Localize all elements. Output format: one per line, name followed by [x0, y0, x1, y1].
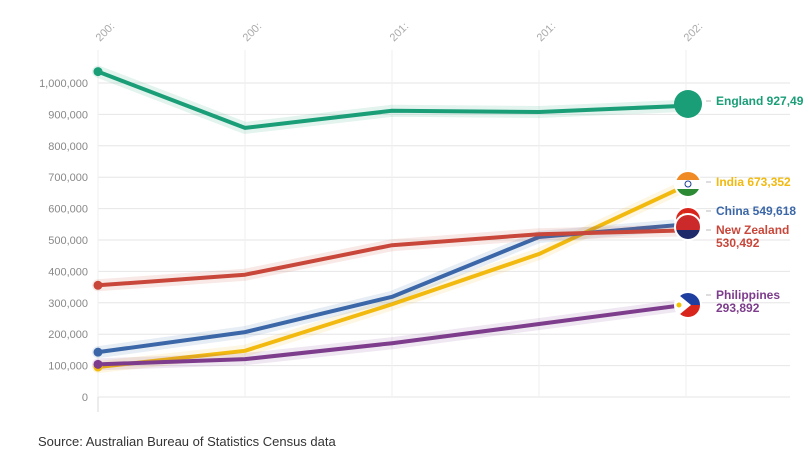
- end-label-england: England 927,49: [716, 94, 804, 108]
- series-lines: [92, 65, 692, 374]
- source-note: Source: Australian Bureau of Statistics …: [38, 434, 336, 449]
- philippines-flag-icon: [674, 291, 702, 319]
- y-tick-label: 500,000: [48, 235, 88, 247]
- data-point: [93, 280, 103, 290]
- end-label-india: India 673,352: [716, 175, 791, 189]
- series-points: [93, 67, 103, 372]
- end-label-new-zealand-line: New Zealand: [716, 223, 789, 237]
- end-label-new-zealand-line: 530,492: [716, 236, 760, 250]
- y-tick-label: 800,000: [48, 141, 88, 153]
- x-tick-label: 201:: [388, 20, 412, 44]
- x-tick-label: 201:: [535, 20, 559, 44]
- data-point: [93, 347, 103, 357]
- y-tick-label: 1,000,000: [39, 78, 88, 90]
- line-chart: 0 100,000 200,000 300,000 400,000 500,000 600,…: [39, 20, 804, 412]
- x-tick-label: 200:: [241, 20, 265, 44]
- end-label-china: China 549,618: [716, 204, 796, 218]
- end-label-philippines-line: Philippines: [716, 288, 780, 302]
- y-tick-label: 700,000: [48, 172, 88, 184]
- series-flags: ★: [674, 90, 702, 319]
- end-marker: [674, 90, 702, 118]
- x-tick-label: 202:: [682, 20, 706, 44]
- england-marker: [674, 90, 702, 118]
- india-flag-icon: [674, 170, 702, 198]
- series-line-new-zealand: [96, 228, 688, 288]
- data-point: [93, 359, 103, 369]
- y-tick-label: 300,000: [48, 298, 88, 310]
- x-tick-label: 200:: [94, 20, 118, 44]
- y-tick-label: 100,000: [48, 361, 88, 373]
- end-label-philippines-line: 293,892: [716, 301, 760, 315]
- y-axis-ticks: 0 100,000 200,000 300,000 400,000 500,000 600,…: [39, 78, 88, 404]
- series-line-england: [96, 69, 688, 130]
- new-zealand-flag-icon: [674, 213, 702, 241]
- y-tick-label: 900,000: [48, 109, 88, 121]
- y-tick-label: 0: [82, 392, 88, 404]
- y-tick-label: 400,000: [48, 266, 88, 278]
- y-tick-label: 200,000: [48, 329, 88, 341]
- data-point: [93, 67, 103, 77]
- series-end-labels: England 927,49 India 673,352 China 549,618…: [706, 94, 804, 315]
- y-tick-label: 600,000: [48, 204, 88, 216]
- series-line-philippines: [96, 302, 688, 367]
